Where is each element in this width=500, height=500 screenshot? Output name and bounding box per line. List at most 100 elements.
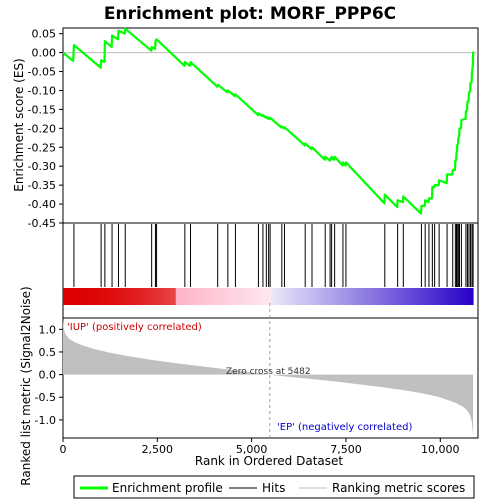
- rank-color-segment: [93, 288, 98, 305]
- legend: Enrichment profile Hits Ranking metric s…: [73, 475, 475, 499]
- rank-color-segment: [165, 288, 170, 305]
- rank-color-segment: [350, 288, 354, 305]
- rank-color-segment: [141, 288, 146, 305]
- rank-color-segment: [360, 288, 365, 305]
- rank-color-segment: [394, 288, 399, 305]
- rank-color-segment: [449, 288, 454, 305]
- rank-color-segment: [237, 288, 242, 305]
- metric-plot-area: [63, 303, 474, 438]
- es-y-tick-label: -0.40: [28, 198, 56, 211]
- rank-color-segment: [179, 288, 184, 305]
- rank-color-segment: [196, 288, 201, 305]
- rank-color-segment: [291, 288, 296, 305]
- es-panel-frame: [62, 27, 479, 224]
- rank-color-segment: [343, 288, 348, 305]
- x-tick-label: 0: [60, 443, 67, 456]
- rank-color-segment: [192, 288, 197, 305]
- metric-y-tick-label: 1.0: [39, 323, 57, 336]
- es-y-tick-label: -0.30: [28, 160, 56, 173]
- rank-color-segment: [203, 288, 208, 305]
- es-y-tick-label: -0.45: [28, 217, 56, 230]
- axes: 0 2,500 5,000 7,500 10,000 0.05 0.00 -0.05 -0.10…: [28, 28, 460, 456]
- rank-color-segment: [216, 288, 221, 305]
- rank-color-segment: [168, 288, 173, 305]
- rank-color-segment: [97, 288, 102, 305]
- rank-color-segment: [151, 288, 156, 305]
- es-plot-area: [62, 27, 478, 215]
- x-tick-label: 5,000: [236, 443, 268, 456]
- rank-color-segment: [162, 288, 167, 305]
- rank-color-segment: [240, 288, 245, 305]
- es-y-tick-label: 0.00: [32, 47, 57, 60]
- rank-color-segment: [110, 288, 115, 305]
- rank-color-segment: [462, 288, 467, 305]
- rank-color-segment: [145, 288, 149, 305]
- rank-color-segment: [421, 288, 426, 305]
- zero-cross-label: Zero cross at 5482: [226, 367, 311, 377]
- rank-color-segment: [90, 288, 95, 305]
- rank-color-segment: [339, 288, 344, 305]
- rank-color-segment: [309, 288, 313, 305]
- rank-color-segment: [302, 288, 307, 305]
- rank-color-segment: [73, 288, 78, 305]
- es-y-tick-label: -0.05: [28, 66, 56, 79]
- rank-color-segment: [373, 288, 378, 305]
- rank-color-segment: [312, 288, 317, 305]
- rank-color-segment: [459, 288, 464, 305]
- es-y-tick-label: -0.20: [28, 122, 56, 135]
- rank-color-segment: [230, 288, 235, 305]
- rank-color-segment: [213, 288, 218, 305]
- rank-color-segment: [189, 288, 194, 305]
- es-y-tick-label: 0.05: [32, 28, 57, 41]
- rank-color-segment: [432, 288, 437, 305]
- rank-color-segment: [244, 288, 249, 305]
- rank-color-segment: [114, 288, 119, 305]
- rank-color-segment: [100, 288, 105, 305]
- rank-color-segment: [274, 288, 279, 305]
- ranking-metric-area: [63, 319, 474, 436]
- rank-color-segment: [83, 288, 88, 305]
- rank-color-segment: [384, 288, 389, 305]
- rank-color-segment: [401, 288, 406, 305]
- rank-color-segment: [298, 288, 303, 305]
- rank-color-segment: [387, 288, 392, 305]
- rank-color-segment: [175, 288, 180, 305]
- rank-color-segment: [414, 288, 419, 305]
- rank-color-segment: [209, 288, 214, 305]
- rank-color-segment: [397, 288, 402, 305]
- rank-color-segment: [418, 288, 423, 305]
- rank-color-segment: [124, 288, 129, 305]
- x-tick-label: 2,500: [142, 443, 174, 456]
- es-axis-label: Enrichment score (ES): [12, 58, 26, 191]
- legend-label-enrichment: Enrichment profile: [112, 481, 223, 495]
- metric-y-tick-label: -0.5: [35, 391, 56, 404]
- rank-color-segment: [442, 288, 447, 305]
- rank-color-segment: [353, 288, 358, 305]
- rank-color-segment: [326, 288, 331, 305]
- rank-color-segment: [257, 288, 262, 305]
- rank-color-segment: [76, 288, 81, 305]
- x-tick-label: 10,000: [421, 443, 460, 456]
- rank-color-segment: [117, 288, 122, 305]
- rank-color-segment: [363, 288, 368, 305]
- negative-correlation-label: 'EP' (negatively correlated): [277, 422, 412, 433]
- rank-color-segment: [107, 288, 112, 305]
- es-y-tick-label: -0.25: [28, 141, 56, 154]
- rank-color-segment: [285, 288, 290, 305]
- rank-color-segment: [322, 288, 327, 305]
- rank-color-segment: [206, 288, 211, 305]
- legend-label-metric: Ranking metric scores: [332, 481, 465, 495]
- metric-y-tick-label: 0.5: [39, 346, 57, 359]
- rank-color-segment: [148, 288, 153, 305]
- rank-color-segment: [466, 288, 471, 305]
- rank-color-segment: [233, 288, 238, 305]
- rank-color-segment: [250, 288, 255, 305]
- rank-color-segment: [391, 288, 395, 305]
- rank-color-segment: [80, 288, 85, 305]
- rank-color-segment: [223, 288, 228, 305]
- rank-color-segment: [199, 288, 204, 305]
- rank-color-segment: [278, 288, 283, 305]
- rank-color-segment: [182, 288, 187, 305]
- rank-color-segment: [158, 288, 163, 305]
